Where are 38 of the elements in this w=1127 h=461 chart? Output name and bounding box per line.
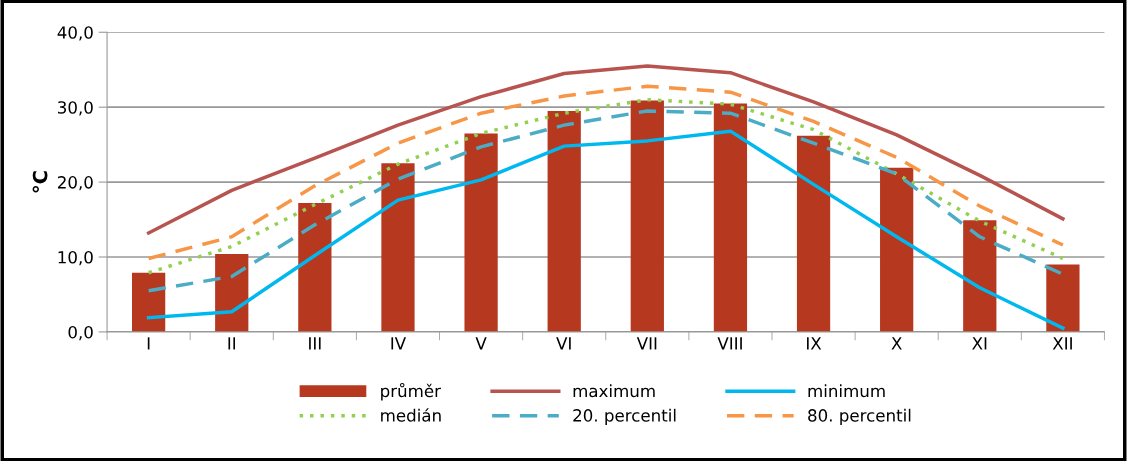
x-tick-label: IX <box>807 337 822 350</box>
legend-label: 80. percentil <box>808 408 911 425</box>
y-tick-label: 40,0 <box>57 26 93 41</box>
bar <box>713 103 748 332</box>
x-tick-label: V <box>475 337 487 350</box>
legend-label: 20. percentil <box>573 408 676 425</box>
y-tick-label: 10,0 <box>58 250 93 266</box>
x-tick-label: II <box>228 337 236 350</box>
x-tick-label: III <box>309 337 321 350</box>
bar <box>132 272 166 332</box>
x-tick-label: VII <box>636 337 657 350</box>
x-tick-label: VI <box>556 337 571 350</box>
bar <box>381 163 415 332</box>
bar <box>880 167 914 332</box>
y-tick-label: 20,0 <box>57 176 93 191</box>
y-tick-label: 0,0 <box>68 325 93 341</box>
bar <box>796 135 831 332</box>
legend-label: medián <box>381 408 441 422</box>
x-tick-label: X <box>891 337 902 350</box>
bar <box>963 220 997 332</box>
y-tick-label: 30,0 <box>58 101 93 116</box>
line-series <box>146 129 1065 330</box>
bar <box>630 100 664 332</box>
bar <box>215 254 249 332</box>
x-tick-label: XII <box>1052 337 1072 350</box>
x-tick-label: XI <box>972 337 987 350</box>
bar <box>547 110 581 332</box>
bar <box>1046 264 1080 332</box>
legend-label: minimum <box>808 384 885 398</box>
x-tick-label: VIII <box>717 337 742 350</box>
line-series <box>146 64 1065 235</box>
x-tick-label: I <box>147 337 150 350</box>
bar <box>464 133 498 332</box>
legend-label: maximum <box>573 384 655 398</box>
bar <box>298 203 332 332</box>
legend-label: průměr <box>381 382 441 401</box>
x-tick-label: IV <box>391 337 406 350</box>
y-axis-title: °C <box>32 171 48 193</box>
